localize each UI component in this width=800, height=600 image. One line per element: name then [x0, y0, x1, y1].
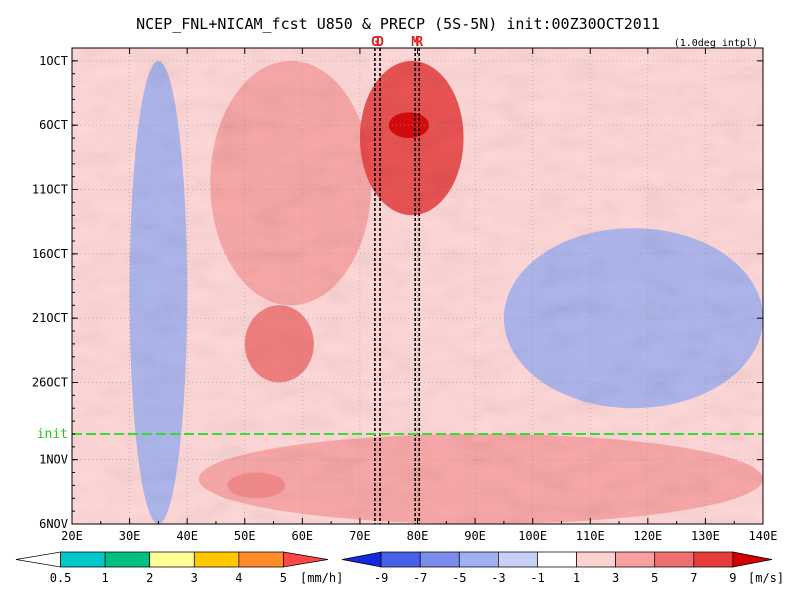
x-tick-label: 80E [407, 529, 429, 543]
x-tick-label: 140E [749, 529, 778, 543]
y-tick-label: 1NOV [39, 453, 68, 467]
precip-legend-swatch [149, 551, 195, 568]
u850-legend-swatch [732, 551, 773, 568]
precip-legend-swatch [283, 551, 329, 568]
y-tick-label: 26OCT [32, 375, 68, 389]
u850-legend-swatch [458, 551, 499, 568]
x-tick-label: 30E [119, 529, 141, 543]
x-tick-label: 90E [464, 529, 486, 543]
x-tick-label: 130E [691, 529, 720, 543]
marker-label-m: M [411, 35, 419, 50]
precip-legend-label: 1 [102, 571, 109, 585]
x-tick-label: 110E [576, 529, 605, 543]
precip-legend-label: 0.5 [50, 571, 72, 585]
u850-legend-swatch [654, 551, 695, 568]
u850-legend-label: 1 [573, 571, 580, 585]
y-tick-label: 1OCT [39, 54, 68, 68]
y-tick-label: 16OCT [32, 247, 68, 261]
u850-legend-label: -7 [413, 571, 427, 585]
chart-note: (1.0deg intpl) [674, 38, 758, 49]
u850-legend: -9 -7 -5 -3 -1 1 3 5 7 9 [m/s] [341, 551, 784, 585]
u850-legend-swatch [498, 551, 538, 568]
precip-legend-swatch [238, 551, 284, 568]
x-tick-label: 50E [234, 529, 256, 543]
u850-legend-label: 9 [729, 571, 736, 585]
precip-legend-label: 2 [146, 571, 153, 585]
u850-legend-swatch [419, 551, 460, 568]
precip-legend-label: 5 [280, 571, 287, 585]
precip-legend-label: 4 [235, 571, 242, 585]
marker-label-d: D [376, 35, 384, 50]
y-tick-label: 21OCT [32, 311, 68, 325]
u850-legend-label: -1 [530, 571, 544, 585]
precip-legend: 0.5 1 2 3 4 5 [mm/h] [15, 551, 343, 585]
x-tick-label: 40E [176, 529, 198, 543]
u850-legend-unit: [m/s] [748, 571, 784, 585]
marker-labels: GD MR [371, 35, 423, 50]
precip-legend-swatch [104, 551, 151, 568]
x-axis: 20E 30E 40E 50E 60E 70E 80E 90E 100E 110E 120E 130E… [61, 48, 777, 543]
u850-legend-swatch [693, 551, 734, 568]
u850-legend-swatch [380, 551, 421, 568]
u850-legend-label: -5 [452, 571, 466, 585]
precip-legend-label: 3 [191, 571, 198, 585]
y-axis: 1OCT 6OCT 11OCT 16OCT 21OCT 26OCT 1NOV 6NOV [32, 54, 763, 531]
grid-layer [72, 48, 763, 524]
x-tick-label: 60E [291, 529, 313, 543]
precip-legend-swatch [193, 551, 240, 568]
u850-legend-label: 7 [690, 571, 697, 585]
precip-legend-swatch [15, 551, 61, 568]
plot-area [72, 48, 763, 524]
init-label: init [37, 427, 68, 442]
chart-title: NCEP_FNL+NICAM_fcst U850 & PRECP (5S-5N)… [136, 15, 660, 33]
u850-legend-swatch [615, 551, 656, 568]
x-tick-label: 120E [633, 529, 662, 543]
u850-legend-label: -9 [374, 571, 388, 585]
precip-legend-unit: [mm/h] [300, 571, 343, 585]
y-tick-label: 6NOV [39, 517, 68, 531]
x-tick-label: 100E [518, 529, 547, 543]
y-tick-label: 11OCT [32, 183, 68, 197]
u850-legend-label: 5 [651, 571, 658, 585]
marker-label-r: R [415, 35, 423, 50]
u850-legend-swatch [341, 551, 382, 568]
u850-legend-label: 3 [612, 571, 619, 585]
u850-legend-swatch [537, 551, 577, 568]
marker-label-g: G [371, 35, 379, 50]
precip-legend-swatch [60, 551, 106, 568]
x-tick-label: 70E [349, 529, 371, 543]
u850-legend-swatch [576, 551, 616, 568]
y-tick-label: 6OCT [39, 118, 68, 132]
marker-lines [374, 48, 421, 524]
u850-legend-label: -3 [491, 571, 505, 585]
x-tick-label: 20E [61, 529, 83, 543]
